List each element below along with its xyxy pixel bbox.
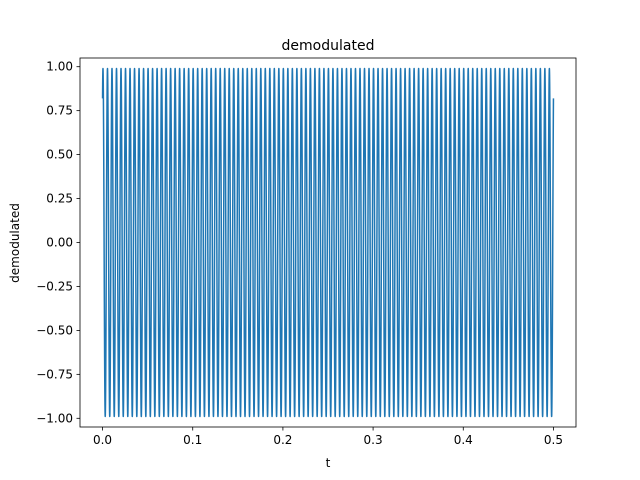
y-tick-label: 1.00 <box>46 60 73 74</box>
x-tick-label: 0.5 <box>544 433 563 447</box>
y-tick-label: 0.00 <box>46 236 73 250</box>
x-tick-label: 0.0 <box>93 433 112 447</box>
x-tick-label: 0.3 <box>364 433 383 447</box>
y-tick-label: 0.75 <box>46 104 73 118</box>
y-tick-label: −0.25 <box>36 279 73 293</box>
series-line-demodulated <box>101 67 555 418</box>
x-tick-label: 0.1 <box>183 433 202 447</box>
x-tick-label: 0.2 <box>273 433 292 447</box>
y-tick-label: −1.00 <box>36 411 73 425</box>
y-tick-label: −0.75 <box>36 367 73 381</box>
y-axis: −1.00 −0.75 −0.50 −0.25 0.00 0.25 0.50 0.75 1.00 <box>36 60 80 425</box>
x-tick-label: 0.4 <box>454 433 473 447</box>
y-tick-label: 0.25 <box>46 192 73 206</box>
chart-title: demodulated <box>282 38 375 54</box>
y-axis-label: demodulated <box>8 203 22 283</box>
x-axis-label: t <box>326 456 331 470</box>
x-axis: 0.0 0.1 0.2 0.3 0.4 0.5 <box>93 427 563 447</box>
series-line-0 <box>101 67 555 418</box>
y-tick-label: 0.50 <box>46 148 73 162</box>
y-tick-label: −0.50 <box>36 323 73 337</box>
